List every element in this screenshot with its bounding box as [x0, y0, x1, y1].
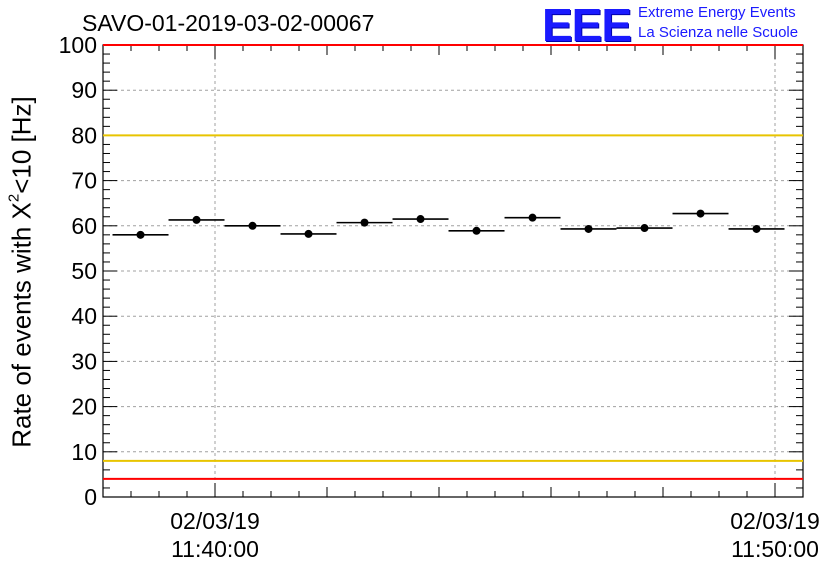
- logo-tagline-2: La Scienza nelle Scuole: [638, 24, 799, 41]
- x-tick-label-date: 02/03/19: [730, 508, 820, 534]
- y-tick-label-70: 70: [71, 168, 97, 194]
- data-point-0: [136, 230, 145, 239]
- y-tick-label-100: 100: [59, 32, 97, 58]
- y-tick-label-50: 50: [71, 258, 97, 284]
- chart-title: SAVO-01-2019-03-02-00067: [82, 10, 375, 36]
- x-tick-label-0: 02/03/19 11:40:00: [155, 507, 275, 563]
- data-point-1: [192, 215, 201, 224]
- y-tick-label-0: 0: [84, 484, 97, 510]
- data-point-3: [304, 229, 313, 238]
- data-point-6: [472, 226, 481, 235]
- data-point-5: [416, 215, 425, 224]
- data-point-9: [640, 224, 649, 233]
- logo-tagline-1: Extreme Energy Events: [638, 4, 796, 21]
- y-tick-label-90: 90: [71, 77, 97, 103]
- x-tick-label-time: 11:40:00: [171, 536, 259, 562]
- data-point-8: [584, 224, 593, 233]
- y-tick-label-80: 80: [71, 122, 97, 148]
- x-tick-label-1: 02/03/19 11:50:00: [715, 507, 835, 563]
- y-tick-label-40: 40: [71, 303, 97, 329]
- data-point-4: [360, 218, 369, 227]
- y-tick-label-30: 30: [71, 348, 97, 374]
- data-point-2: [248, 221, 257, 230]
- x-tick-label-date: 02/03/19: [170, 508, 260, 534]
- y-tick-label-60: 60: [71, 213, 97, 239]
- y-tick-label-10: 10: [71, 439, 97, 465]
- eee-logo: EEE Extreme Energy Events La Scienza nel…: [542, 0, 836, 51]
- y-tick-label-20: 20: [71, 394, 97, 420]
- eee-logo-mark: EEE: [542, 0, 632, 51]
- data-point-10: [696, 209, 705, 218]
- data-point-7: [528, 213, 537, 222]
- x-tick-label-time: 11:50:00: [731, 536, 819, 562]
- data-point-11: [752, 224, 761, 233]
